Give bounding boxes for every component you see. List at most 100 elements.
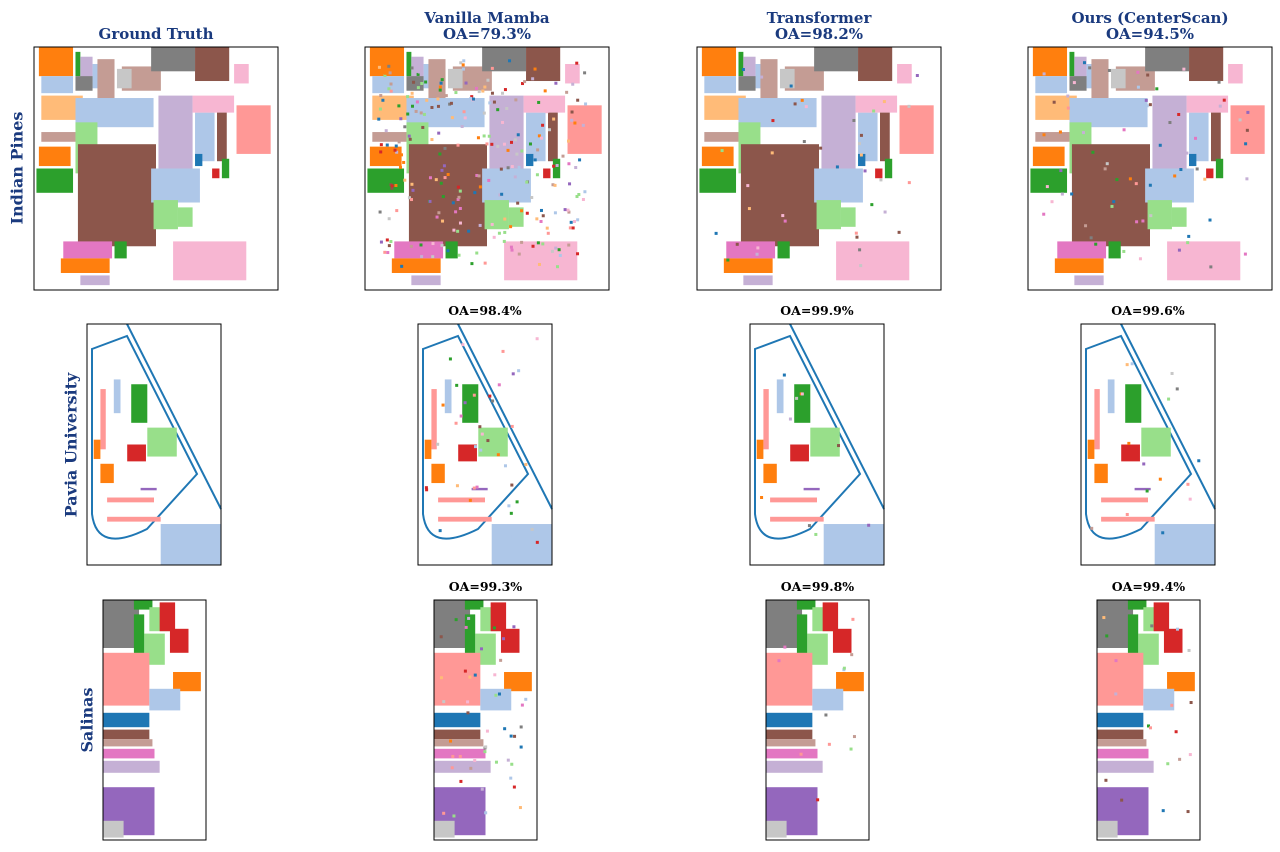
misclassified-pixel bbox=[545, 226, 549, 230]
misclassified-pixel bbox=[571, 82, 575, 86]
misclassified-pixel bbox=[1122, 249, 1126, 253]
misclassified-pixel bbox=[533, 67, 537, 71]
class-region bbox=[816, 200, 841, 230]
misclassified-pixel bbox=[1052, 100, 1056, 104]
misclassified-pixel bbox=[379, 143, 383, 147]
misclassified-pixel bbox=[546, 231, 550, 235]
row-label: Pavia University bbox=[62, 372, 81, 517]
misclassified-pixel bbox=[415, 100, 419, 104]
panel-frame bbox=[1096, 599, 1201, 841]
misclassified-pixel bbox=[1177, 112, 1181, 116]
misclassified-pixel bbox=[746, 184, 750, 188]
class-region bbox=[766, 729, 813, 740]
misclassified-pixel bbox=[524, 697, 528, 701]
misclassified-pixel bbox=[533, 158, 537, 162]
misclassified-pixel bbox=[872, 109, 876, 113]
misclassified-pixel bbox=[379, 240, 383, 244]
misclassified-pixel bbox=[566, 208, 570, 212]
map-panel bbox=[433, 599, 538, 841]
class-region bbox=[478, 427, 508, 457]
class-region bbox=[195, 153, 203, 167]
misclassified-pixel bbox=[457, 195, 461, 199]
class-region bbox=[103, 739, 153, 747]
misclassified-pixel bbox=[1182, 150, 1186, 154]
class-region bbox=[158, 95, 193, 169]
misclassified-pixel bbox=[419, 111, 423, 115]
class-region bbox=[1097, 748, 1149, 759]
misclassified-pixel bbox=[450, 766, 454, 770]
oa-score: OA=79.3% bbox=[443, 25, 531, 43]
misclassified-pixel bbox=[503, 464, 507, 468]
misclassified-pixel bbox=[1050, 200, 1054, 204]
class-region bbox=[236, 105, 271, 154]
misclassified-pixel bbox=[440, 168, 444, 172]
misclassified-pixel bbox=[387, 64, 391, 68]
class-region bbox=[803, 487, 820, 491]
misclassified-pixel bbox=[799, 752, 803, 756]
misclassified-pixel bbox=[420, 255, 424, 259]
misclassified-pixel bbox=[385, 143, 389, 147]
misclassified-pixel bbox=[463, 401, 467, 405]
class-region bbox=[411, 275, 441, 286]
misclassified-pixel bbox=[431, 255, 435, 259]
misclassified-pixel bbox=[851, 617, 855, 621]
misclassified-pixel bbox=[800, 392, 804, 396]
misclassified-pixel bbox=[537, 262, 541, 266]
misclassified-pixel bbox=[576, 218, 580, 222]
misclassified-pixel bbox=[1189, 701, 1193, 705]
misclassified-pixel bbox=[852, 735, 856, 739]
class-region bbox=[434, 748, 486, 759]
misclassified-pixel bbox=[425, 488, 429, 492]
misclassified-pixel bbox=[1149, 726, 1153, 730]
misclassified-pixel bbox=[463, 116, 467, 120]
misclassified-pixel bbox=[1195, 167, 1199, 171]
misclassified-pixel bbox=[523, 80, 527, 84]
class-region bbox=[103, 820, 124, 838]
misclassified-pixel bbox=[1107, 68, 1111, 72]
misclassified-pixel bbox=[760, 75, 764, 79]
misclassified-pixel bbox=[479, 647, 483, 651]
class-region bbox=[858, 153, 866, 167]
misclassified-pixel bbox=[477, 90, 481, 94]
misclassified-pixel bbox=[802, 140, 806, 144]
misclassified-pixel bbox=[485, 729, 489, 733]
panel-frame bbox=[86, 323, 222, 566]
misclassified-pixel bbox=[1130, 362, 1134, 366]
misclassified-pixel bbox=[1135, 220, 1139, 224]
misclassified-pixel bbox=[530, 527, 534, 531]
misclassified-pixel bbox=[867, 523, 871, 527]
misclassified-pixel bbox=[499, 167, 503, 171]
class-region bbox=[1054, 258, 1104, 273]
class-region bbox=[766, 739, 816, 747]
misclassified-pixel bbox=[377, 65, 381, 69]
misclassified-pixel bbox=[541, 242, 545, 246]
misclassified-pixel bbox=[525, 180, 529, 184]
misclassified-pixel bbox=[849, 747, 853, 751]
class-region bbox=[565, 64, 580, 84]
oa-score: OA=94.5% bbox=[1106, 25, 1194, 43]
class-region bbox=[1121, 444, 1140, 462]
class-region bbox=[140, 487, 157, 491]
class-region bbox=[1211, 112, 1221, 162]
misclassified-pixel bbox=[795, 396, 799, 400]
misclassified-pixel bbox=[509, 511, 513, 515]
misclassified-pixel bbox=[461, 63, 465, 67]
map-panel bbox=[1027, 46, 1273, 291]
misclassified-pixel bbox=[379, 94, 383, 98]
misclassified-pixel bbox=[570, 110, 574, 114]
class-region bbox=[434, 820, 455, 838]
misclassified-pixel bbox=[1243, 252, 1247, 256]
misclassified-pixel bbox=[421, 125, 425, 129]
misclassified-pixel bbox=[576, 98, 580, 102]
misclassified-pixel bbox=[720, 149, 724, 153]
misclassified-pixel bbox=[584, 102, 588, 106]
misclassified-pixel bbox=[452, 228, 456, 232]
misclassified-pixel bbox=[572, 220, 576, 224]
misclassified-pixel bbox=[566, 139, 570, 143]
misclassified-pixel bbox=[1194, 136, 1198, 140]
class-region bbox=[790, 444, 809, 462]
misclassified-pixel bbox=[516, 133, 520, 137]
oa-score: OA=99.6% bbox=[1111, 303, 1185, 318]
misclassified-pixel bbox=[554, 81, 558, 85]
class-region bbox=[766, 712, 813, 728]
